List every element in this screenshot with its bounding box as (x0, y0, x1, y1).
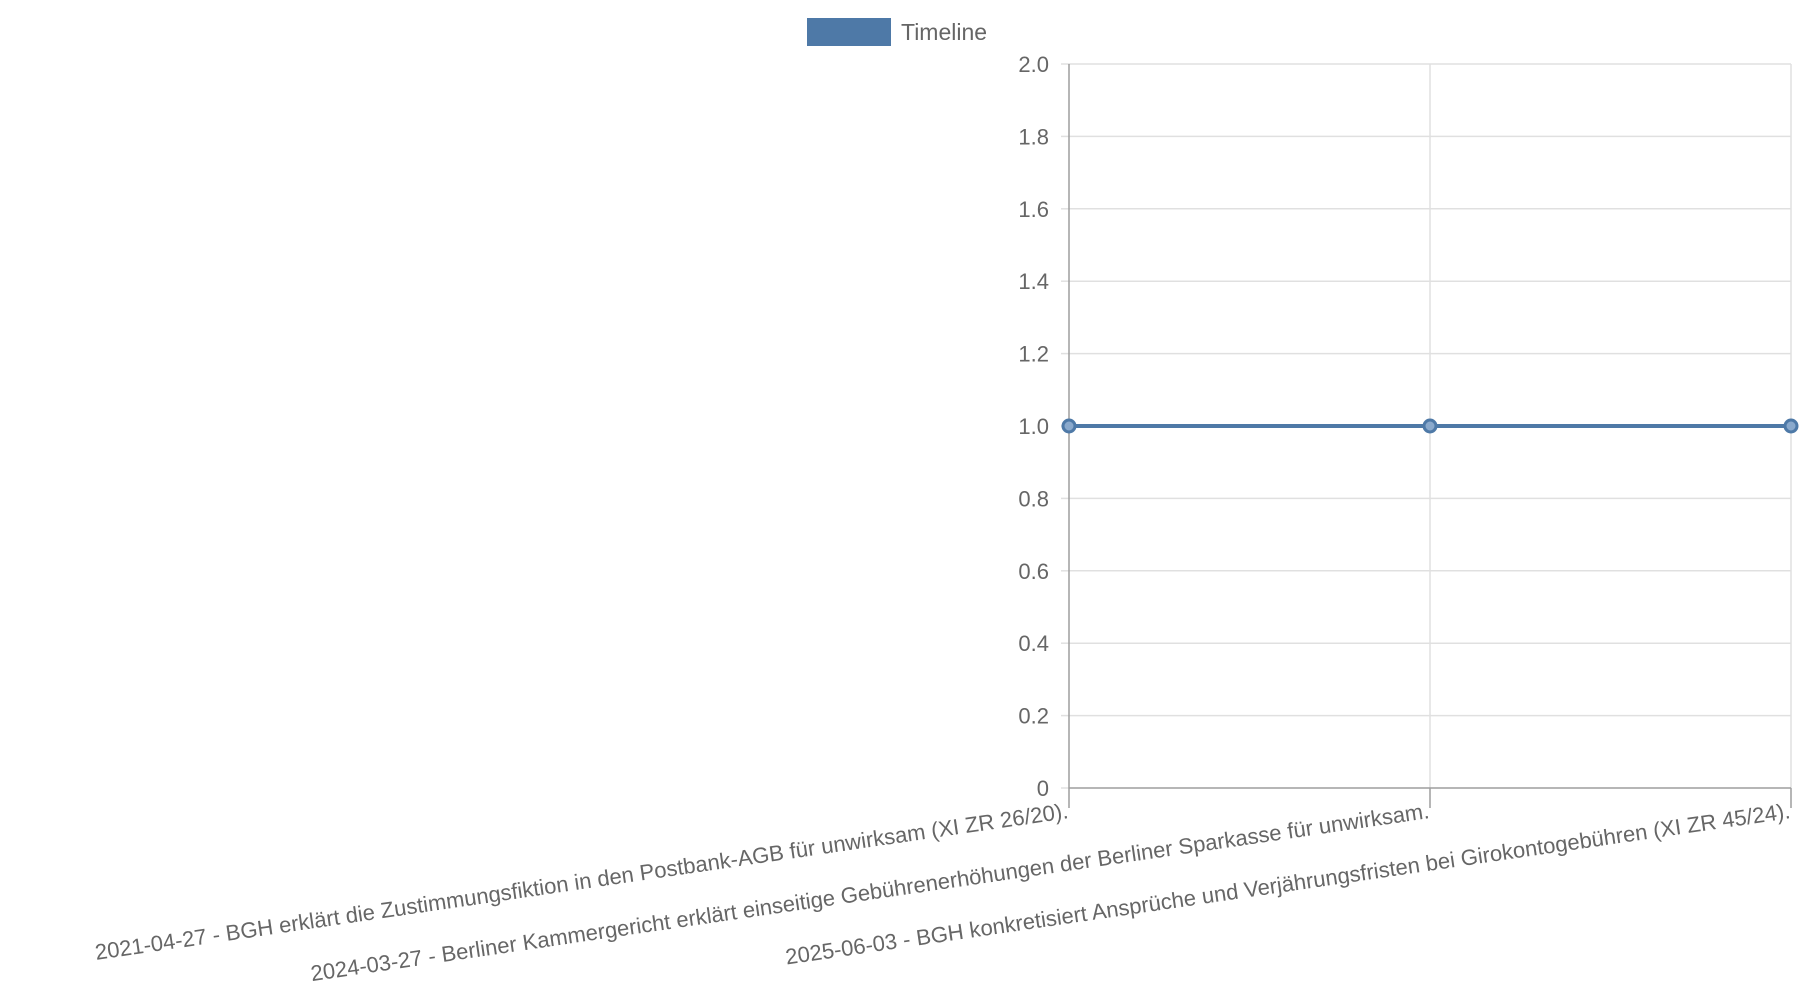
legend[interactable]: Timeline (807, 18, 987, 46)
y-axis-ticks: 0 0.2 0.4 0.6 0.8 1.0 1.2 1.4 1.6 1.8 2.0 (1018, 52, 1049, 801)
y-tick-label: 0.6 (1018, 559, 1049, 584)
y-tick-label: 0 (1037, 776, 1049, 801)
y-tick-label: 1.4 (1018, 269, 1049, 294)
y-tick-label: 2.0 (1018, 52, 1049, 77)
x-axis-ticks: 2021-04-27 - BGH erklärt die Zustimmungs… (93, 798, 1791, 986)
legend-swatch-timeline[interactable] (807, 18, 891, 46)
y-tick-label: 1.2 (1018, 342, 1049, 367)
y-tick-label: 0.2 (1018, 704, 1049, 729)
axis-layer (1061, 63, 1792, 808)
data-point[interactable] (1422, 418, 1438, 434)
y-tick-label: 1.8 (1018, 124, 1049, 149)
y-tick-label: 1.6 (1018, 197, 1049, 222)
legend-label-timeline[interactable]: Timeline (901, 19, 987, 45)
y-tick-label: 0.8 (1018, 486, 1049, 511)
series-layer (1061, 418, 1799, 434)
data-point[interactable] (1783, 418, 1799, 434)
y-tick-label: 0.4 (1018, 631, 1049, 656)
data-point[interactable] (1061, 418, 1077, 434)
y-tick-label: 1.0 (1018, 414, 1049, 439)
